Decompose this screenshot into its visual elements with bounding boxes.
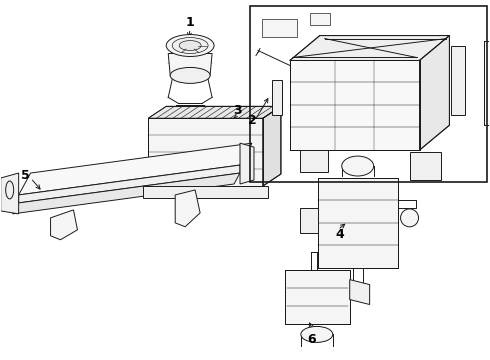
Text: 2: 2 xyxy=(247,114,256,127)
Polygon shape xyxy=(290,60,419,150)
Ellipse shape xyxy=(179,41,201,50)
Text: 1: 1 xyxy=(186,16,195,29)
Ellipse shape xyxy=(301,327,333,342)
Polygon shape xyxy=(148,118,263,186)
Ellipse shape xyxy=(400,209,418,227)
Polygon shape xyxy=(19,143,252,195)
Ellipse shape xyxy=(170,67,210,84)
Polygon shape xyxy=(410,152,441,180)
Polygon shape xyxy=(350,280,369,305)
Polygon shape xyxy=(19,165,240,203)
Polygon shape xyxy=(175,190,200,227)
Bar xyxy=(250,6,488,182)
Polygon shape xyxy=(263,106,281,186)
Polygon shape xyxy=(300,208,318,233)
Bar xyxy=(310,13,330,24)
Polygon shape xyxy=(318,178,397,268)
Text: 4: 4 xyxy=(335,228,344,241)
Ellipse shape xyxy=(172,37,208,54)
Text: 6: 6 xyxy=(308,333,316,346)
Polygon shape xyxy=(13,173,240,214)
Polygon shape xyxy=(451,45,466,115)
Polygon shape xyxy=(168,54,212,75)
Polygon shape xyxy=(300,150,328,172)
Polygon shape xyxy=(143,186,268,198)
Ellipse shape xyxy=(6,181,14,199)
Bar xyxy=(262,19,297,37)
Polygon shape xyxy=(285,270,350,324)
Polygon shape xyxy=(0,173,19,214)
Polygon shape xyxy=(272,80,282,115)
Ellipse shape xyxy=(342,156,374,176)
Polygon shape xyxy=(240,143,254,184)
Text: 5: 5 xyxy=(21,168,30,181)
Polygon shape xyxy=(50,210,77,240)
Polygon shape xyxy=(290,36,449,60)
Ellipse shape xyxy=(166,35,214,57)
Polygon shape xyxy=(419,36,449,150)
Text: 3: 3 xyxy=(233,104,242,117)
Polygon shape xyxy=(148,106,281,118)
